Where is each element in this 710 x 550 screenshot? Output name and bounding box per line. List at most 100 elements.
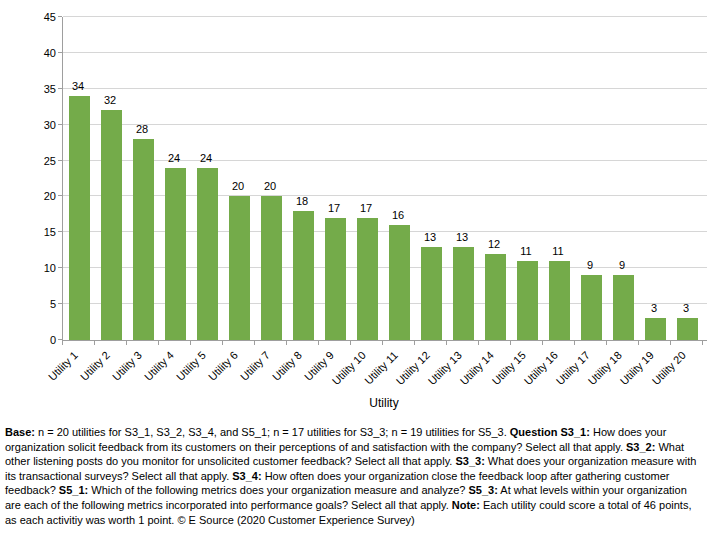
- x-axis-tick: [542, 341, 543, 345]
- x-axis-tick: [638, 341, 639, 345]
- y-axis-tick: [58, 88, 62, 89]
- bar-value-label: 13: [415, 231, 445, 244]
- footnote-bold-segment: Base:: [5, 426, 35, 438]
- bar-value-label: 32: [95, 94, 125, 107]
- x-axis-tick: [382, 341, 383, 345]
- bar-value-label: 9: [607, 259, 637, 272]
- x-axis-tick: [190, 341, 191, 345]
- bar: [165, 168, 186, 340]
- bar-value-label: 20: [223, 180, 253, 193]
- y-axis-tick: [58, 195, 62, 196]
- y-tick-label: 35: [8, 82, 56, 96]
- bar: [229, 196, 250, 340]
- bar-value-label: 9: [575, 259, 605, 272]
- bar: [613, 275, 634, 340]
- bar: [325, 218, 346, 340]
- bar-value-label: 24: [191, 152, 221, 165]
- bar-value-label: 34: [63, 80, 93, 93]
- bar-value-label: 24: [159, 152, 189, 165]
- x-axis-tick: [318, 341, 319, 345]
- footnote: Base: n = 20 utilities for S3_1, S3_2, S…: [5, 425, 705, 527]
- footnote-bold-segment: S3_2:: [626, 441, 655, 453]
- x-axis-tick: [254, 341, 255, 345]
- y-axis-tick: [58, 124, 62, 125]
- x-axis-tick: [670, 341, 671, 345]
- bar-value-label: 17: [351, 202, 381, 215]
- y-axis-tick: [58, 303, 62, 304]
- y-tick-label: 10: [8, 261, 56, 275]
- footnote-text-segment: Which of the following metrics does your…: [88, 484, 468, 496]
- x-axis-tick: [702, 341, 703, 345]
- bar: [101, 110, 122, 340]
- bar-value-label: 18: [287, 195, 317, 208]
- y-tick-label: 25: [8, 154, 56, 168]
- y-tick-label: 5: [8, 297, 56, 311]
- gridline: [63, 124, 707, 125]
- y-axis-tick: [58, 160, 62, 161]
- x-axis-tick: [62, 341, 63, 345]
- footnote-bold-segment: S3_4:: [232, 470, 261, 482]
- footnote-bold-segment: S5_3:: [469, 484, 498, 496]
- bar: [517, 261, 538, 340]
- bar-value-label: 28: [127, 123, 157, 136]
- gridline: [63, 88, 707, 89]
- x-axis-tick: [350, 341, 351, 345]
- gridline: [63, 231, 707, 232]
- bar: [133, 139, 154, 340]
- chart-region: Number of activities Utility 05101520253…: [0, 0, 710, 420]
- y-axis-tick: [58, 339, 62, 340]
- bar: [421, 247, 442, 340]
- bar-value-label: 12: [479, 238, 509, 251]
- bar: [357, 218, 378, 340]
- x-axis-tick: [414, 341, 415, 345]
- x-axis-tick: [606, 341, 607, 345]
- bar-value-label: 13: [447, 231, 477, 244]
- y-tick-label: 20: [8, 189, 56, 203]
- x-axis-tick: [222, 341, 223, 345]
- bar: [261, 196, 282, 340]
- footnote-bold-segment: Note:: [452, 499, 480, 511]
- y-tick-label: 15: [8, 225, 56, 239]
- footnote-text-segment: n = 20 utilities for S3_1, S3_2, S3_4, a…: [35, 426, 510, 438]
- bar-value-label: 17: [319, 202, 349, 215]
- gridline: [63, 16, 707, 17]
- bar: [197, 168, 218, 340]
- x-axis-tick: [574, 341, 575, 345]
- footnote-bold-segment: S5_1:: [59, 484, 88, 496]
- x-axis-tick: [446, 341, 447, 345]
- bar: [293, 211, 314, 340]
- bar-value-label: 16: [383, 209, 413, 222]
- y-axis-tick: [58, 52, 62, 53]
- bar: [69, 96, 90, 340]
- footnote-bold-segment: Question S3_1:: [510, 426, 590, 438]
- y-tick-label: 45: [8, 10, 56, 24]
- bar-chart-figure: Number of activities Utility 05101520253…: [0, 0, 710, 550]
- bar: [389, 225, 410, 340]
- footnote-bold-segment: S3_3:: [455, 455, 484, 467]
- bar: [677, 318, 698, 340]
- x-axis-tick: [158, 341, 159, 345]
- bar-value-label: 20: [255, 180, 285, 193]
- y-axis-tick: [58, 231, 62, 232]
- bar-value-label: 11: [543, 245, 573, 258]
- x-axis-tick: [94, 341, 95, 345]
- bar: [581, 275, 602, 340]
- bar-value-label: 3: [671, 302, 701, 315]
- x-axis-tick: [478, 341, 479, 345]
- plot-area: Number of activities: [62, 17, 707, 341]
- bar: [453, 247, 474, 340]
- bar-value-label: 3: [639, 302, 669, 315]
- x-axis-tick: [286, 341, 287, 345]
- gridline: [63, 303, 707, 304]
- y-tick-label: 40: [8, 46, 56, 60]
- y-tick-label: 30: [8, 118, 56, 132]
- y-axis-tick: [58, 267, 62, 268]
- x-axis-tick: [510, 341, 511, 345]
- x-axis-tick: [126, 341, 127, 345]
- y-axis-tick: [58, 16, 62, 17]
- y-tick-label: 0: [8, 333, 56, 347]
- gridline: [63, 52, 707, 53]
- bar: [549, 261, 570, 340]
- bar: [485, 254, 506, 340]
- bar: [645, 318, 666, 340]
